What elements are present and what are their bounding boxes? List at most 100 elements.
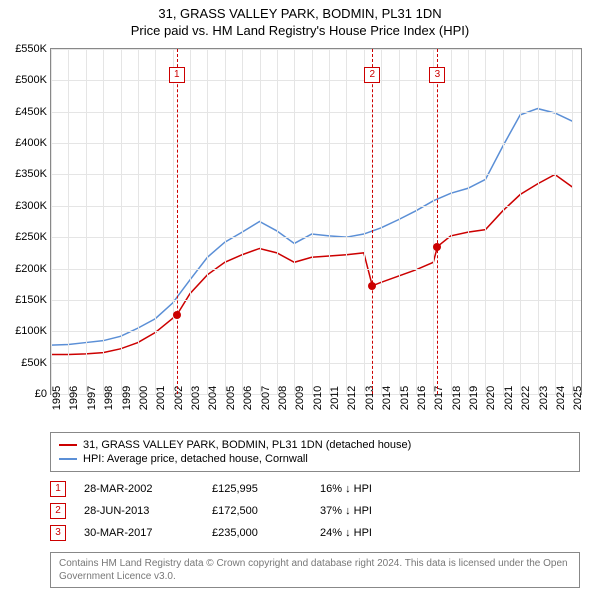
gridline-v bbox=[86, 49, 87, 394]
event-line bbox=[177, 49, 178, 394]
transaction-point bbox=[173, 311, 181, 319]
transaction-point bbox=[433, 243, 441, 251]
gridline-h bbox=[51, 331, 581, 332]
gridline-v bbox=[260, 49, 261, 394]
x-axis-label: 2000 bbox=[138, 386, 150, 410]
gridline-v bbox=[242, 49, 243, 394]
y-axis-label: £50K bbox=[21, 357, 47, 369]
attribution: Contains HM Land Registry data © Crown c… bbox=[50, 552, 580, 588]
y-axis-label: £400K bbox=[15, 137, 47, 149]
legend-swatch bbox=[59, 444, 77, 446]
x-axis-label: 2015 bbox=[399, 386, 411, 410]
x-axis-label: 2019 bbox=[468, 386, 480, 410]
gridline-v bbox=[173, 49, 174, 394]
transaction-diff: 16% ↓ HPI bbox=[320, 483, 580, 495]
transaction-row: 3 30-MAR-2017 £235,000 24% ↓ HPI bbox=[50, 522, 580, 544]
x-axis-label: 1998 bbox=[103, 386, 115, 410]
gridline-h bbox=[51, 143, 581, 144]
transaction-date: 28-JUN-2013 bbox=[84, 505, 194, 517]
x-axis-label: 2001 bbox=[155, 386, 167, 410]
gridline-v bbox=[155, 49, 156, 394]
gridline-h bbox=[51, 206, 581, 207]
gridline-v bbox=[520, 49, 521, 394]
x-axis-label: 2010 bbox=[312, 386, 324, 410]
legend-item-hpi: HPI: Average price, detached house, Corn… bbox=[59, 452, 571, 466]
transaction-price: £172,500 bbox=[212, 505, 302, 517]
y-axis-label: £150K bbox=[15, 294, 47, 306]
x-axis-label: 2011 bbox=[329, 386, 341, 410]
x-axis-label: 2018 bbox=[451, 386, 463, 410]
y-axis-label: £200K bbox=[15, 263, 47, 275]
x-axis-label: 2002 bbox=[173, 386, 185, 410]
gridline-v bbox=[329, 49, 330, 394]
gridline-v bbox=[121, 49, 122, 394]
legend-label: 31, GRASS VALLEY PARK, BODMIN, PL31 1DN … bbox=[83, 439, 411, 451]
x-axis-label: 2012 bbox=[346, 386, 358, 410]
gridline-h bbox=[51, 49, 581, 50]
event-marker-box: 2 bbox=[364, 67, 380, 83]
y-axis-label: £550K bbox=[15, 43, 47, 55]
y-axis-label: £350K bbox=[15, 168, 47, 180]
chart-container: 31, GRASS VALLEY PARK, BODMIN, PL31 1DN … bbox=[0, 0, 600, 590]
gridline-v bbox=[538, 49, 539, 394]
plot-area: £0£50K£100K£150K£200K£250K£300K£350K£400… bbox=[50, 48, 582, 395]
x-axis-label: 1995 bbox=[51, 386, 63, 410]
gridline-v bbox=[433, 49, 434, 394]
gridline-v bbox=[346, 49, 347, 394]
gridline-v bbox=[68, 49, 69, 394]
transaction-marker: 1 bbox=[50, 481, 66, 497]
gridline-h bbox=[51, 174, 581, 175]
gridline-h bbox=[51, 363, 581, 364]
gridline-v bbox=[277, 49, 278, 394]
y-axis-label: £0 bbox=[35, 388, 47, 400]
x-axis-label: 2006 bbox=[242, 386, 254, 410]
gridline-v bbox=[294, 49, 295, 394]
gridline-v bbox=[451, 49, 452, 394]
x-axis-label: 2005 bbox=[225, 386, 237, 410]
x-axis-label: 2007 bbox=[260, 386, 272, 410]
x-axis-label: 2009 bbox=[294, 386, 306, 410]
event-line bbox=[437, 49, 438, 394]
gridline-v bbox=[381, 49, 382, 394]
transaction-diff: 24% ↓ HPI bbox=[320, 527, 580, 539]
x-axis-label: 2021 bbox=[503, 386, 515, 410]
transaction-price: £125,995 bbox=[212, 483, 302, 495]
x-axis-label: 1999 bbox=[121, 386, 133, 410]
gridline-v bbox=[416, 49, 417, 394]
title-line2: Price paid vs. HM Land Registry's House … bbox=[0, 23, 600, 40]
x-axis-label: 1996 bbox=[68, 386, 80, 410]
gridline-h bbox=[51, 80, 581, 81]
x-axis-label: 2017 bbox=[433, 386, 445, 410]
transactions-table: 1 28-MAR-2002 £125,995 16% ↓ HPI 2 28-JU… bbox=[50, 478, 580, 544]
legend-item-price-paid: 31, GRASS VALLEY PARK, BODMIN, PL31 1DN … bbox=[59, 438, 571, 452]
transaction-date: 28-MAR-2002 bbox=[84, 483, 194, 495]
legend-label: HPI: Average price, detached house, Corn… bbox=[83, 453, 308, 465]
y-axis-label: £450K bbox=[15, 106, 47, 118]
x-axis-label: 2008 bbox=[277, 386, 289, 410]
y-axis-label: £100K bbox=[15, 325, 47, 337]
y-axis-label: £300K bbox=[15, 200, 47, 212]
gridline-v bbox=[503, 49, 504, 394]
x-axis-label: 2016 bbox=[416, 386, 428, 410]
x-axis-label: 2014 bbox=[381, 386, 393, 410]
x-axis-label: 2022 bbox=[520, 386, 532, 410]
gridline-v bbox=[399, 49, 400, 394]
event-marker-box: 3 bbox=[429, 67, 445, 83]
x-axis-label: 2003 bbox=[190, 386, 202, 410]
gridline-v bbox=[103, 49, 104, 394]
legend: 31, GRASS VALLEY PARK, BODMIN, PL31 1DN … bbox=[50, 432, 580, 472]
transaction-row: 2 28-JUN-2013 £172,500 37% ↓ HPI bbox=[50, 500, 580, 522]
x-axis-label: 2024 bbox=[555, 386, 567, 410]
event-line bbox=[372, 49, 373, 394]
transaction-price: £235,000 bbox=[212, 527, 302, 539]
x-axis-label: 2023 bbox=[538, 386, 550, 410]
transaction-row: 1 28-MAR-2002 £125,995 16% ↓ HPI bbox=[50, 478, 580, 500]
gridline-v bbox=[51, 49, 52, 394]
gridline-h bbox=[51, 112, 581, 113]
x-axis-label: 2013 bbox=[364, 386, 376, 410]
event-marker-box: 1 bbox=[169, 67, 185, 83]
gridline-v bbox=[190, 49, 191, 394]
chart-title: 31, GRASS VALLEY PARK, BODMIN, PL31 1DN … bbox=[0, 0, 600, 40]
x-axis-label: 2004 bbox=[207, 386, 219, 410]
transaction-marker: 2 bbox=[50, 503, 66, 519]
